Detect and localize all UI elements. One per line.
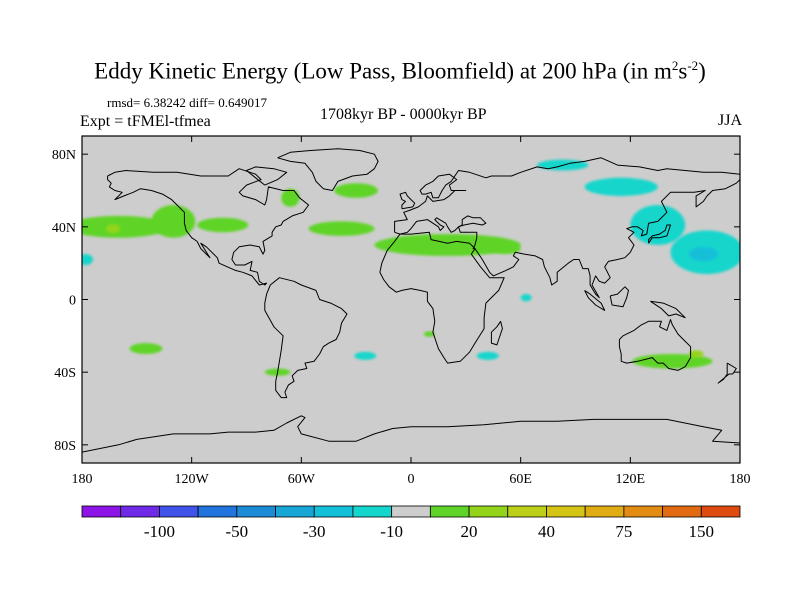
colorbar-box: [81, 505, 122, 518]
region-nw-pacific-blue: [688, 246, 719, 262]
coastline-australia: [618, 319, 692, 371]
colorbar-box: [507, 505, 547, 518]
coastline-new-guinea: [650, 300, 686, 319]
title-superscript-2: -2: [687, 58, 699, 73]
x-tick-label: 180: [730, 472, 751, 487]
x-tick-label: 120E: [616, 472, 646, 487]
x-tick-label: 180: [72, 472, 93, 487]
region-mideast-green: [491, 243, 521, 255]
coastline-eurasia: [394, 157, 740, 233]
period-label: 1708kyr BP - 0000kyr BP: [320, 106, 487, 123]
y-tick-label: 40N: [52, 221, 76, 236]
colorbar-label: -30: [303, 522, 326, 541]
y-tick-label: 0: [69, 294, 76, 309]
region-hawaii-cyan: [82, 254, 93, 265]
title-end: ): [698, 58, 706, 84]
coastline-baffin: [246, 166, 288, 186]
colorbar-box: [352, 505, 393, 518]
colorbar-box: [197, 505, 238, 518]
region-pacific-ne-yellow: [105, 224, 121, 234]
x-tick-label: 60W: [288, 472, 316, 487]
y-tick-label: 80N: [52, 148, 76, 163]
colorbar-box: [546, 505, 586, 518]
colorbar: -100 -50 -30 -10 20 40 75 150: [81, 505, 741, 541]
colorbar-box: [584, 505, 625, 518]
coastline-east-asia: [394, 179, 740, 299]
colorbar-label: -10: [380, 522, 403, 541]
title-s: s: [678, 58, 688, 84]
coastline-madagascar: [490, 321, 503, 346]
colorbar-label: -50: [225, 522, 248, 541]
chart-title: Eddy Kinetic Energy (Low Pass, Bloomfiel…: [0, 58, 800, 85]
region-atlantic-green: [308, 221, 375, 236]
colorbar-label: -100: [144, 522, 175, 541]
region-australia-yellow: [688, 350, 704, 358]
colorbar-label: 150: [689, 522, 715, 541]
region-south-africa-green: [423, 331, 435, 337]
coastline-great-britain: [399, 191, 416, 210]
coastlines: [82, 148, 740, 453]
colorbar-box: [623, 505, 663, 518]
y-tick-label: 80S: [54, 439, 76, 454]
x-tick-label: 120W: [175, 472, 210, 487]
colorbar-box: [313, 505, 354, 518]
stats-text: rmsd= 6.38242 diff= 0.649017: [107, 95, 267, 110]
coastline-antarctica: [82, 415, 740, 453]
region-indian-ocean-cyan: [476, 351, 499, 360]
region-south-atlantic-cyan: [354, 351, 377, 360]
colorbar-box: [236, 505, 276, 518]
colorbar-label: 75: [615, 522, 632, 541]
coastline-north-america: [107, 168, 310, 286]
region-arabian-cyan: [520, 294, 532, 302]
coastline-africa: [379, 231, 505, 364]
region-eurasia-north-cyan: [584, 177, 658, 196]
region-south-pacific-green: [129, 343, 163, 354]
colorbar-box: [159, 505, 199, 518]
region-na-northeast-green: [281, 188, 300, 207]
region-na-west-green: [197, 217, 249, 233]
colorbar-box: [700, 505, 741, 518]
colorbar-box: [662, 505, 702, 518]
experiment-label: Expt = tFMEl-tfmea: [80, 113, 211, 130]
colorbar-label: 20: [461, 522, 478, 541]
coastline-greenland: [277, 148, 379, 191]
season-label: JJA: [717, 112, 742, 129]
x-tick-label: 60E: [509, 472, 532, 487]
colorbar-box: [429, 505, 470, 518]
x-tick-label: 0: [408, 472, 415, 487]
coastline-sumatra: [584, 289, 606, 311]
region-ne-asia-cyan: [630, 205, 686, 245]
coastline-japan: [648, 224, 671, 244]
coastline-borneo: [609, 286, 629, 308]
colorbar-box: [391, 505, 431, 518]
region-pacific-ne-green: [82, 215, 170, 238]
region-eurasia-belt-green: [374, 234, 521, 256]
coastline-new-zealand: [717, 362, 737, 384]
colorbar-box: [275, 505, 315, 518]
axis-ticks: 180 120W 60W 0 60E 120E 180 80N 40N 0 40S 80S: [52, 136, 751, 487]
region-pacific-ne-green-east: [151, 205, 196, 238]
colorbar-label: 40: [538, 522, 555, 541]
title-main: Eddy Kinetic Energy (Low Pass, Bloomfiel…: [94, 58, 672, 84]
colorbar-box: [120, 505, 160, 518]
y-tick-label: 40S: [54, 366, 76, 381]
title-superscript-1: 2: [671, 58, 679, 73]
colorbar-box: [468, 505, 509, 518]
coastline-south-america: [264, 277, 348, 399]
region-atlantic-north-green: [334, 183, 379, 198]
